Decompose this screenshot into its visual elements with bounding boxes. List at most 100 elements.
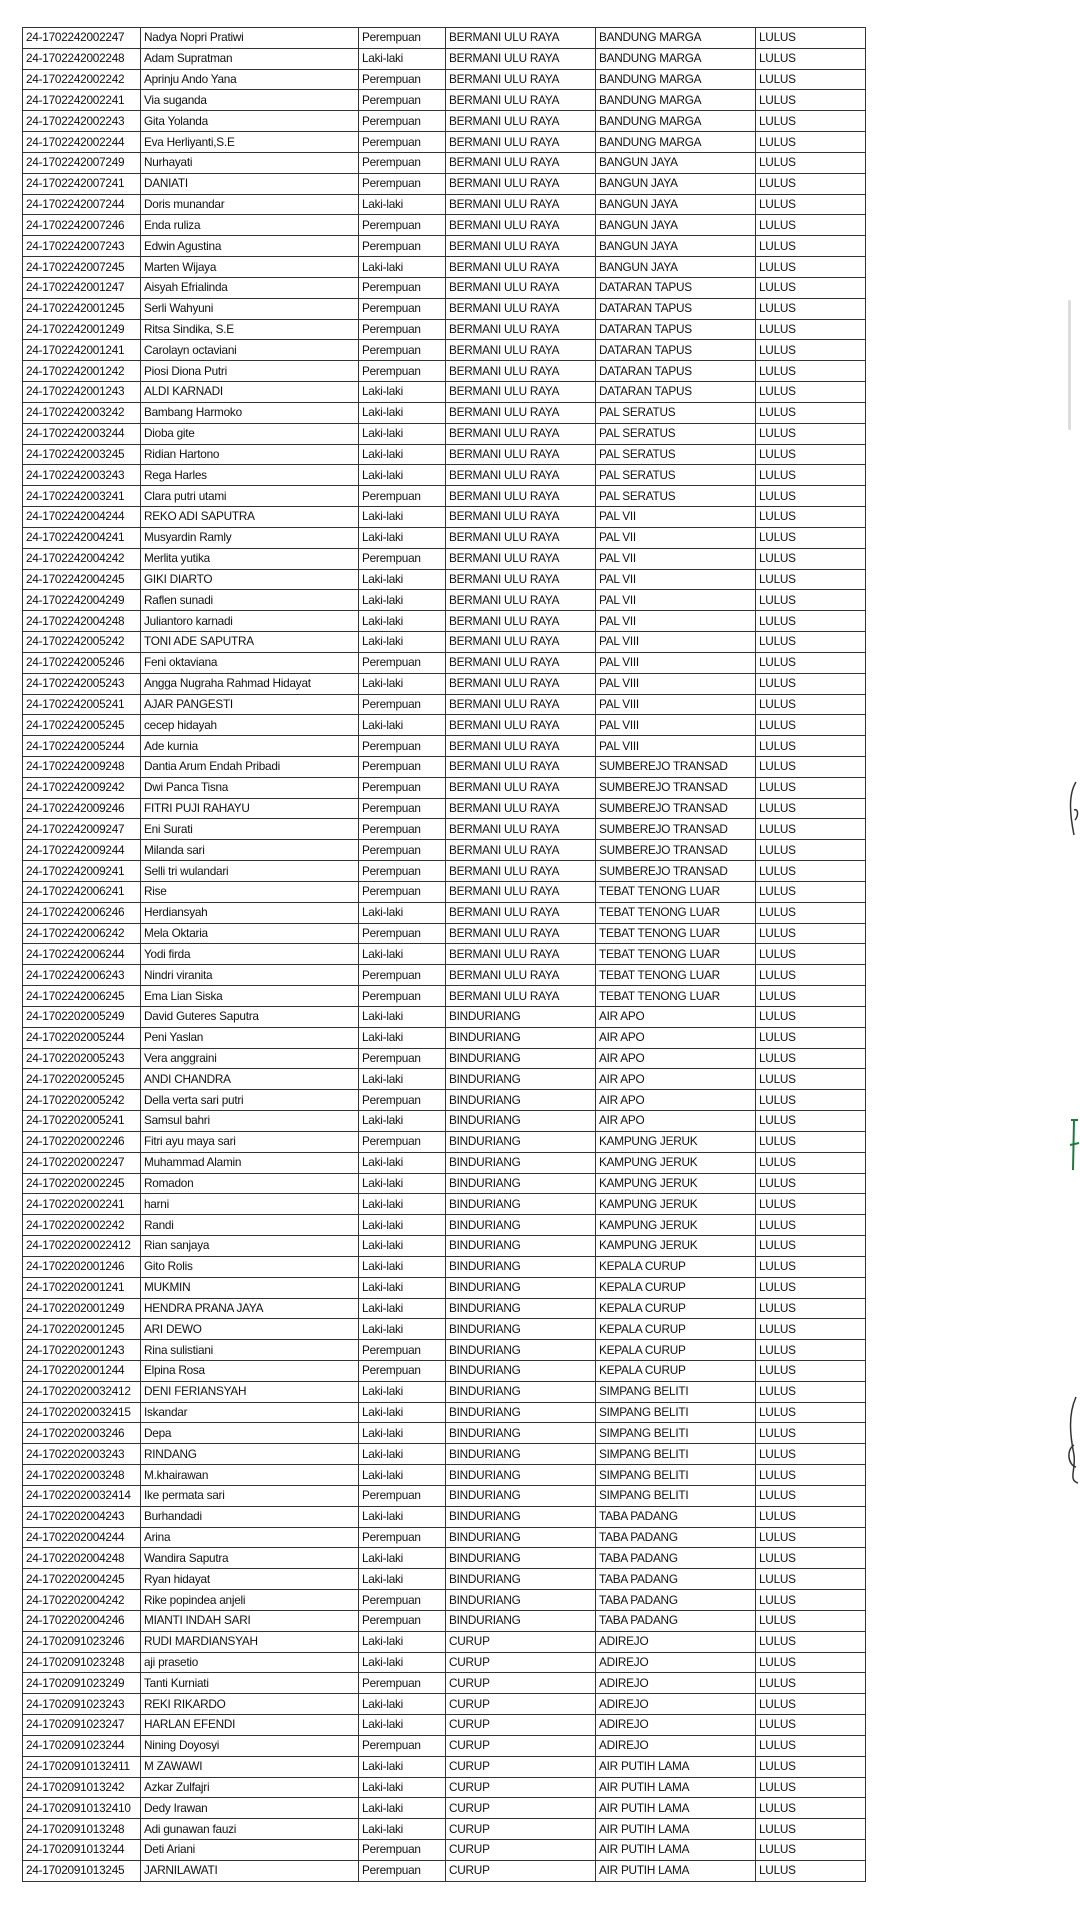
status-cell: LULUS — [755, 797, 866, 820]
participant-id-cell: 24-1702242007246 — [22, 214, 141, 237]
district-cell: BERMANI ULU RAYA — [445, 47, 596, 70]
village-cell: BANGUN JAYA — [595, 214, 756, 237]
village-cell: TEBAT TENONG LUAR — [595, 985, 756, 1007]
gender-cell: Perempuan — [358, 276, 446, 299]
village-cell: ADIREJO — [595, 1693, 756, 1716]
scrollbar[interactable] — [1068, 300, 1071, 430]
participant-id-cell: 24-1702242001241 — [22, 339, 141, 362]
village-cell: KAMPUNG JERUK — [595, 1235, 756, 1257]
name-cell: harni — [140, 1193, 359, 1216]
gender-cell: Laki-laki — [358, 464, 446, 487]
status-cell: LULUS — [755, 339, 866, 362]
status-cell: LULUS — [755, 193, 866, 216]
district-cell: BINDURIANG — [445, 1193, 596, 1216]
name-cell: Ike permata sari — [140, 1484, 359, 1507]
table-row: 24-1702242005244 Ade kurnia Perempuan BERMA… — [22, 735, 866, 757]
name-cell: Adi gunawan fauzi — [140, 1818, 359, 1841]
district-cell: CURUP — [445, 1859, 596, 1882]
status-cell: LULUS — [755, 860, 866, 882]
name-cell: ARI DEWO — [140, 1318, 359, 1341]
status-cell: LULUS — [755, 1839, 866, 1861]
table-row: 24-1702091023246 RUDI MARDIANSYAH Laki-lak… — [22, 1630, 866, 1653]
district-cell: BINDURIANG — [445, 1484, 596, 1507]
name-cell: RUDI MARDIANSYAH — [140, 1630, 359, 1653]
status-cell: LULUS — [755, 1693, 866, 1716]
district-cell: BINDURIANG — [445, 1609, 596, 1632]
participant-id-cell: 24-1702202001241 — [22, 1276, 141, 1299]
status-cell: LULUS — [755, 1505, 866, 1528]
table-row: 24-1702242003245 Ridian Hartono Laki-laki B… — [22, 443, 866, 466]
participant-id-cell: 24-1702242002243 — [22, 110, 141, 133]
district-cell: BINDURIANG — [445, 1047, 596, 1070]
participant-id-cell: 24-1702202001243 — [22, 1339, 141, 1361]
village-cell: PAL SERATUS — [595, 422, 756, 445]
name-cell: DENI FERIANSYAH — [140, 1380, 359, 1403]
participant-id-cell: 24-1702202003246 — [22, 1422, 141, 1445]
status-cell: LULUS — [755, 964, 866, 987]
name-cell: Ema Lian Siska — [140, 985, 359, 1007]
table-row: 24-1702202001244 Elpina Rosa Perempuan BIND… — [22, 1360, 866, 1382]
table-row: 24-1702242003242 Bambang Harmoko Laki-laki… — [22, 401, 866, 424]
status-cell: LULUS — [755, 568, 866, 591]
gender-cell: Perempuan — [358, 839, 446, 862]
status-cell: LULUS — [755, 1235, 866, 1257]
village-cell: PAL SERATUS — [595, 401, 756, 424]
table-row: 24-1702091013242 Azkar Zulfajri Laki-laki C… — [22, 1776, 866, 1799]
table-row: 24-1702242004244 REKO ADI SAPUTRA Laki-lak… — [22, 506, 866, 528]
gender-cell: Laki-laki — [358, 1693, 446, 1716]
village-cell: SIMPANG BELITI — [595, 1484, 756, 1507]
name-cell: Muhammad Alamin — [140, 1151, 359, 1174]
gender-cell: Laki-laki — [358, 1422, 446, 1445]
name-cell: MIANTI INDAH SARI — [140, 1609, 359, 1632]
participant-id-cell: 24-1702242002244 — [22, 131, 141, 153]
gender-cell: Laki-laki — [358, 1110, 446, 1132]
gender-cell: Laki-laki — [358, 422, 446, 445]
village-cell: KEPALA CURUP — [595, 1297, 756, 1320]
status-cell: LULUS — [755, 506, 866, 528]
village-cell: AIR PUTIH LAMA — [595, 1839, 756, 1861]
table-row: 24-1702242006241 Rise Perempuan BERMANI ULU… — [22, 880, 866, 903]
table-row: 24-1702091023249 Tanti Kurniati Perempuan C… — [22, 1672, 866, 1695]
participant-id-cell: 24-1702242007244 — [22, 193, 141, 216]
name-cell: Rian sanjaya — [140, 1235, 359, 1257]
name-cell: Burhandadi — [140, 1505, 359, 1528]
status-cell: LULUS — [755, 1172, 866, 1195]
district-cell: BERMANI ULU RAYA — [445, 68, 596, 91]
village-cell: AIR APO — [595, 1110, 756, 1132]
district-cell: BERMANI ULU RAYA — [445, 901, 596, 924]
status-cell: LULUS — [755, 47, 866, 70]
gender-cell: Laki-laki — [358, 1276, 446, 1299]
table-row: 24-1702242002244 Eva Herliyanti,S.E Peremp… — [22, 131, 866, 153]
table-row: 24-1702091023248 aji prasetio Laki-laki CUR… — [22, 1651, 866, 1674]
gender-cell: Perempuan — [358, 1130, 446, 1153]
gender-cell: Perempuan — [358, 235, 446, 258]
status-cell: LULUS — [755, 1255, 866, 1278]
village-cell: KAMPUNG JERUK — [595, 1214, 756, 1237]
village-cell: SIMPANG BELITI — [595, 1380, 756, 1403]
status-cell: LULUS — [755, 360, 866, 383]
district-cell: BERMANI ULU RAYA — [445, 276, 596, 299]
village-cell: TABA PADANG — [595, 1526, 756, 1549]
name-cell: Rina sulistiani — [140, 1339, 359, 1361]
district-cell: BERMANI ULU RAYA — [445, 735, 596, 757]
gender-cell: Laki-laki — [358, 1380, 446, 1403]
participant-id-cell: 24-17022020032412 — [22, 1380, 141, 1403]
gender-cell: Perempuan — [358, 89, 446, 112]
participant-id-cell: 24-1702202005249 — [22, 1005, 141, 1028]
status-cell: LULUS — [755, 1797, 866, 1820]
district-cell: BERMANI ULU RAYA — [445, 776, 596, 799]
participant-id-cell: 24-1702242004245 — [22, 568, 141, 591]
table-row: 24-1702242005242 TONI ADE SAPUTRA Laki-lak… — [22, 631, 866, 653]
status-cell: LULUS — [755, 422, 866, 445]
status-cell: LULUS — [755, 1568, 866, 1591]
district-cell: BINDURIANG — [445, 1214, 596, 1237]
name-cell: Rega Harles — [140, 464, 359, 487]
participant-id-cell: 24-1702202002247 — [22, 1151, 141, 1174]
name-cell: Nining Doyosyi — [140, 1734, 359, 1757]
name-cell: Romadon — [140, 1172, 359, 1195]
table-row: 24-1702202004244 Arina Perempuan BINDURIANG… — [22, 1526, 866, 1549]
status-cell: LULUS — [755, 1276, 866, 1299]
village-cell: SIMPANG BELITI — [595, 1422, 756, 1445]
participant-id-cell: 24-1702242004244 — [22, 506, 141, 528]
district-cell: BINDURIANG — [445, 1318, 596, 1341]
